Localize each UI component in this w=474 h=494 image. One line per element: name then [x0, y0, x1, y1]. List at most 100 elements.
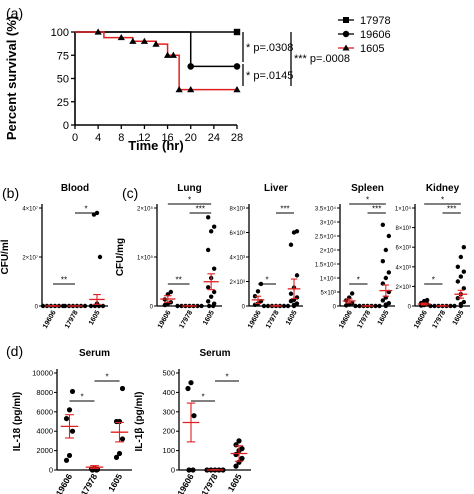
category-label: 1605	[106, 472, 124, 494]
y-tick-label: 0	[171, 466, 175, 475]
survival-xtick-label: 4	[95, 132, 101, 144]
legend-square-marker	[343, 17, 349, 23]
stat-overall: *** p=.0008	[294, 53, 350, 65]
y-tick-label: 6000	[36, 407, 53, 416]
survival-point-1605	[117, 33, 125, 41]
panel-label-b: (b)	[2, 185, 19, 201]
sig-label: *	[225, 373, 228, 382]
data-point	[66, 452, 73, 459]
y-tick-label: 3×10⁴	[320, 220, 337, 227]
category-label: 17978	[79, 472, 100, 494]
y-tick-label: 0	[242, 305, 246, 311]
data-point	[205, 299, 211, 304]
category-label: 19606	[338, 309, 354, 329]
legend-17978: 17978	[360, 15, 391, 27]
y-tick-label: 2×10⁴	[320, 248, 337, 255]
data-point	[288, 291, 294, 296]
data-point	[458, 274, 464, 279]
y-tick-label: 5×10³	[320, 291, 336, 297]
data-point	[179, 303, 184, 309]
survival-xlabel: Time (hr)	[128, 138, 183, 153]
data-point	[211, 289, 217, 295]
sig-label: **	[61, 276, 67, 285]
data-point	[63, 457, 70, 463]
survival-plot: 0 25 50 75 100 0 4 8 12 16 20 24 28 Percent surviva…	[4, 15, 391, 153]
sig-label: ***	[372, 205, 381, 214]
data-point	[424, 297, 430, 303]
category-label: 17978	[265, 309, 281, 329]
data-point	[211, 224, 217, 229]
data-point	[211, 301, 217, 306]
survival-xtick-label: 8	[118, 132, 124, 144]
survival-ytick-label: 25	[57, 97, 69, 109]
data-point	[62, 303, 68, 309]
survival-point-1605	[129, 37, 137, 44]
data-point	[119, 385, 126, 392]
data-point	[239, 455, 245, 461]
y-tick-label: 4×10³	[395, 265, 411, 271]
sig-label: *	[188, 196, 191, 205]
data-point	[386, 233, 392, 239]
data-point	[175, 303, 180, 309]
survival-xtick-label: 28	[231, 132, 243, 144]
y-tick-label: 3.5×10⁴	[315, 206, 337, 213]
data-point	[208, 229, 214, 234]
y-axis-label: IL-1β (pg/ml)	[134, 392, 145, 452]
y-tick-label: 2000	[36, 446, 53, 455]
data-point	[239, 446, 245, 452]
data-point	[380, 259, 386, 264]
survival-ytick-label: 0	[63, 120, 69, 132]
data-point	[281, 303, 287, 309]
category-label: 1605	[452, 309, 466, 326]
data-point	[205, 247, 211, 253]
y-tick-label: 500	[162, 369, 175, 378]
category-label: 17978	[431, 309, 447, 329]
survival-xtick-label: 24	[208, 132, 220, 144]
sig-label: *	[84, 205, 87, 214]
y-tick-label: 6×10³	[229, 231, 245, 237]
data-point	[119, 436, 126, 442]
category-label: 1605	[202, 309, 216, 326]
data-point	[455, 279, 461, 284]
panel-title: Serum	[199, 348, 230, 359]
data-point	[386, 301, 392, 306]
data-point	[373, 303, 378, 309]
panel-label-c: (c)	[122, 185, 138, 201]
dotplot-5: 0 2×10³ 4×10³ 6×10³ 8×10³ 1×10⁴ Kidney 19606 179…	[395, 183, 470, 330]
category-label: 1605	[226, 472, 244, 494]
stat-lower: * p=.0145	[246, 70, 293, 82]
data-point	[206, 303, 212, 309]
y-tick-label: 1×10⁵	[137, 255, 154, 262]
y-axis-label: CFU/ml	[0, 239, 11, 274]
data-point	[40, 303, 46, 309]
dotplot-6: 0 2000 4000 6000 8000 10000 Serum IL-18 (pg/ml)…	[12, 348, 132, 494]
survival-xtick-label: 16	[161, 132, 173, 144]
y-tick-label: 300	[162, 407, 175, 416]
category-label: 19606	[157, 309, 173, 329]
data-point	[428, 303, 433, 309]
data-point	[349, 291, 355, 296]
survival-ylabel: Percent survival (%)	[4, 16, 19, 140]
survival-point-1605	[187, 86, 195, 93]
survival-point-17978	[233, 28, 241, 36]
y-tick-label: 4×10³	[229, 256, 245, 262]
data-point	[199, 303, 204, 309]
legend-1605: 1605	[360, 43, 384, 55]
y-tick-label: 2×10³	[229, 280, 245, 286]
panel-label-a: (a)	[6, 5, 23, 21]
data-point	[69, 428, 76, 434]
data-point	[452, 303, 457, 309]
survival-xtick-label: 12	[138, 132, 150, 144]
y-tick-label: 0	[333, 305, 337, 311]
data-point	[190, 467, 196, 473]
panel-title: Serum	[79, 348, 110, 359]
legend-triangle-marker	[342, 44, 350, 51]
y-tick-label: 8000	[36, 388, 53, 397]
survival-point-1605	[169, 51, 177, 58]
category-label: 17978	[64, 309, 80, 329]
survival-ytick-label: 75	[57, 50, 69, 62]
category-label: 19606	[54, 472, 75, 494]
